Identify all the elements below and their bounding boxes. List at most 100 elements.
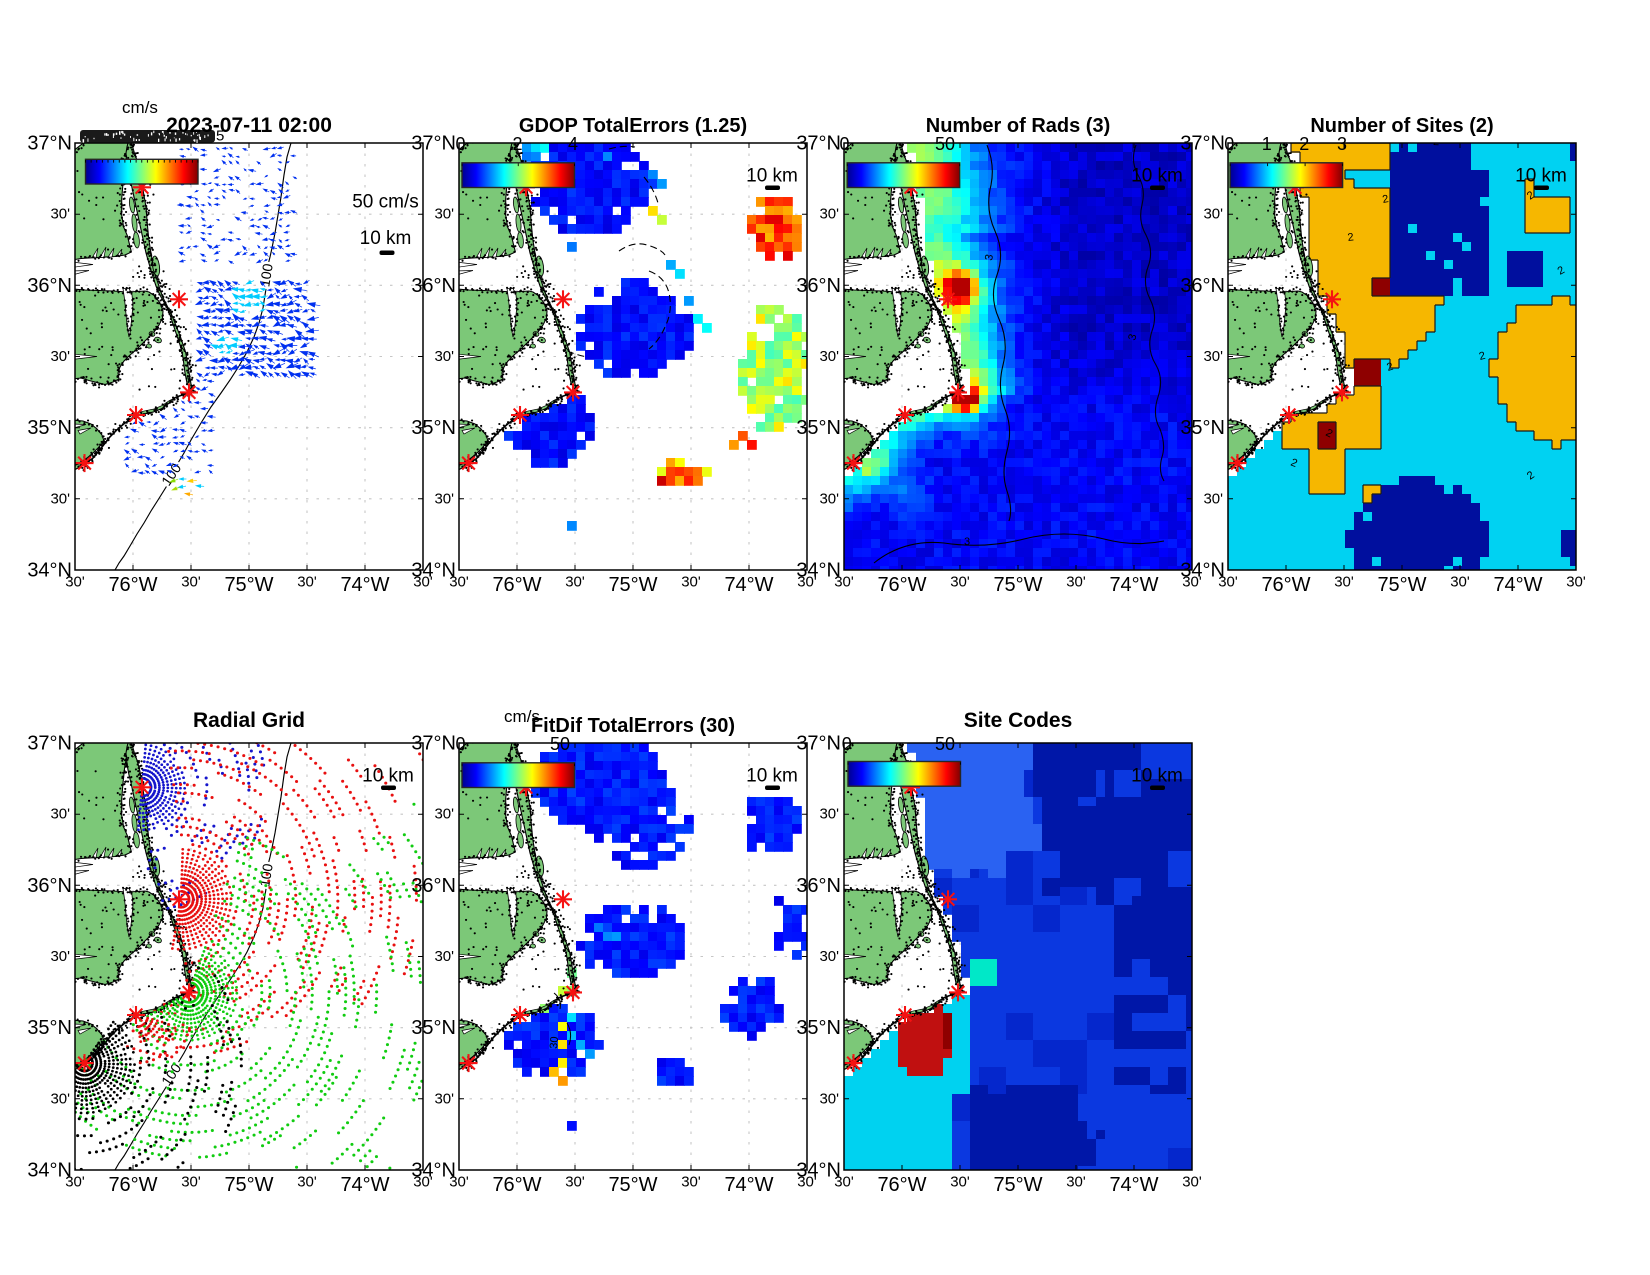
svg-text:cm/s: cm/s <box>504 707 540 726</box>
svg-text:2023-07-11 02:00: 2023-07-11 02:00 <box>166 114 332 137</box>
svg-text:30': 30' <box>434 490 454 507</box>
svg-text:37°N: 37°N <box>796 733 841 755</box>
svg-text:30: 30 <box>548 1036 561 1049</box>
svg-text:75°W: 75°W <box>993 574 1042 596</box>
svg-text:5: 5 <box>216 128 224 145</box>
svg-text:4: 4 <box>568 134 578 154</box>
svg-text:76°W: 76°W <box>108 1174 157 1196</box>
svg-text:30': 30' <box>1334 574 1354 591</box>
svg-text:30': 30' <box>181 574 201 591</box>
svg-text:FitDif TotalErrors (30): FitDif TotalErrors (30) <box>531 715 735 737</box>
svg-text:30': 30' <box>65 574 85 591</box>
svg-text:30': 30' <box>797 574 817 591</box>
svg-text:1: 1 <box>1262 134 1272 154</box>
svg-text:2: 2 <box>1525 189 1537 202</box>
svg-text:2: 2 <box>1381 193 1389 206</box>
svg-text:37°N: 37°N <box>796 133 841 155</box>
svg-text:35°N: 35°N <box>796 1017 841 1039</box>
svg-text:2: 2 <box>1324 427 1335 440</box>
svg-text:75°W: 75°W <box>993 1174 1042 1196</box>
svg-text:30': 30' <box>65 1174 85 1191</box>
svg-text:30': 30' <box>950 574 970 591</box>
svg-text:0: 0 <box>839 134 849 154</box>
svg-text:30': 30' <box>565 1174 585 1191</box>
svg-text:3: 3 <box>1337 134 1347 154</box>
svg-text:30': 30' <box>1066 574 1086 591</box>
svg-text:30': 30' <box>413 1174 433 1191</box>
svg-text:36°N: 36°N <box>27 275 72 297</box>
svg-text:30': 30' <box>297 574 317 591</box>
svg-text:37°N: 37°N <box>27 733 72 755</box>
svg-text:30': 30' <box>1203 206 1223 223</box>
svg-text:30': 30' <box>819 806 839 823</box>
svg-text:30': 30' <box>50 1090 70 1107</box>
svg-text:2: 2 <box>512 134 522 154</box>
svg-text:30': 30' <box>449 1174 469 1191</box>
svg-text:76°W: 76°W <box>877 1174 926 1196</box>
svg-text:0: 0 <box>455 734 465 754</box>
svg-text:10 km: 10 km <box>746 766 798 787</box>
svg-text:74°W: 74°W <box>340 574 389 596</box>
svg-text:3: 3 <box>1126 333 1139 342</box>
svg-text:2: 2 <box>1347 231 1355 244</box>
svg-text:74°W: 74°W <box>1109 1174 1158 1196</box>
svg-text:76°W: 76°W <box>1261 574 1310 596</box>
svg-text:30': 30' <box>1566 574 1586 591</box>
svg-text:3: 3 <box>983 253 996 261</box>
svg-text:37°N: 37°N <box>411 733 456 755</box>
svg-text:10 km: 10 km <box>362 766 414 787</box>
svg-text:2: 2 <box>1289 457 1299 470</box>
svg-text:34°N: 34°N <box>27 1160 72 1182</box>
svg-text:76°W: 76°W <box>108 574 157 596</box>
svg-text:30': 30' <box>681 1174 701 1191</box>
svg-text:75°W: 75°W <box>608 1174 657 1196</box>
svg-text:10 km: 10 km <box>746 166 798 187</box>
svg-text:0: 0 <box>455 134 465 154</box>
svg-text:37°N: 37°N <box>411 133 456 155</box>
svg-text:37°N: 37°N <box>1180 133 1225 155</box>
svg-text:30': 30' <box>1066 1174 1086 1191</box>
svg-text:30': 30' <box>181 1174 201 1191</box>
svg-text:30': 30' <box>819 348 839 365</box>
svg-text:2: 2 <box>1385 361 1394 374</box>
svg-text:36°N: 36°N <box>1180 275 1225 297</box>
svg-text:30': 30' <box>297 1174 317 1191</box>
svg-text:GDOP TotalErrors (1.25): GDOP TotalErrors (1.25) <box>519 115 747 137</box>
svg-text:74°W: 74°W <box>340 1174 389 1196</box>
svg-text:30': 30' <box>434 806 454 823</box>
svg-text:30': 30' <box>434 1090 454 1107</box>
svg-text:30': 30' <box>1218 574 1238 591</box>
svg-text:76°W: 76°W <box>492 574 541 596</box>
svg-text:30': 30' <box>950 1174 970 1191</box>
svg-text:34°N: 34°N <box>796 560 841 582</box>
svg-text:10 km: 10 km <box>1131 766 1183 787</box>
svg-text:30': 30' <box>819 206 839 223</box>
svg-text:2: 2 <box>1299 134 1309 154</box>
svg-text:30': 30' <box>449 574 469 591</box>
svg-text:30': 30' <box>834 1174 854 1191</box>
svg-text:30': 30' <box>1203 348 1223 365</box>
svg-text:30': 30' <box>50 348 70 365</box>
svg-text:36°N: 36°N <box>27 875 72 897</box>
svg-text:30': 30' <box>565 574 585 591</box>
svg-text:10 km: 10 km <box>360 228 412 249</box>
svg-text:30': 30' <box>819 1090 839 1107</box>
svg-text:2: 2 <box>1478 350 1487 363</box>
svg-text:30': 30' <box>434 348 454 365</box>
svg-text:30': 30' <box>797 1174 817 1191</box>
svg-text:30': 30' <box>50 948 70 965</box>
svg-text:76°W: 76°W <box>492 1174 541 1196</box>
svg-text:36°N: 36°N <box>411 875 456 897</box>
svg-text:Number of Rads (3): Number of Rads (3) <box>926 115 1110 137</box>
svg-text:30': 30' <box>50 490 70 507</box>
svg-text:34°N: 34°N <box>411 1160 456 1182</box>
svg-text:2: 2 <box>1525 469 1537 482</box>
svg-text:36°N: 36°N <box>411 275 456 297</box>
svg-text:30': 30' <box>819 948 839 965</box>
svg-text:75°W: 75°W <box>608 574 657 596</box>
svg-text:36°N: 36°N <box>796 875 841 897</box>
svg-text:74°W: 74°W <box>1109 574 1158 596</box>
svg-text:30': 30' <box>50 206 70 223</box>
svg-text:2: 2 <box>1433 136 1440 148</box>
svg-text:74°W: 74°W <box>724 1174 773 1196</box>
